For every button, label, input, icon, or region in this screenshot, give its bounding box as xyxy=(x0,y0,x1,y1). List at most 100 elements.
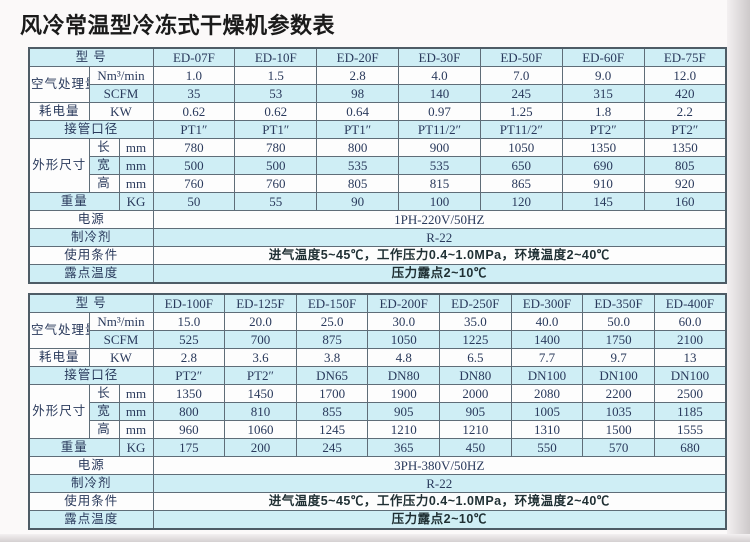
value-nm3-min: 35.0 xyxy=(439,312,512,331)
scan-edge-shadow-bottom xyxy=(0,534,750,542)
model-name: ED-60F xyxy=(561,47,645,67)
row-label-weight: 重量 xyxy=(28,192,120,211)
value-kw: 7.7 xyxy=(510,348,584,367)
model-name: ED-50F xyxy=(479,47,563,67)
table-row: 耗电量 KW 0.62 0.62 0.64 0.97 1.25 1.8 2.2 xyxy=(28,102,727,121)
model-name: ED-20F xyxy=(316,47,400,67)
value-dew-point: 压力露点2~10℃ xyxy=(152,510,727,530)
value-nm3-min: 1.5 xyxy=(234,66,318,85)
row-label-refrigerant: 制冷剂 xyxy=(28,228,154,247)
value-height: 960 xyxy=(152,420,226,439)
model-name: ED-250F xyxy=(439,293,512,313)
value-kw: 6.5 xyxy=(439,348,512,367)
value-refrigerant: R-22 xyxy=(152,228,727,247)
spec-table-panel-2: 型 号 ED-100F ED-125F ED-150F ED-200F ED-250F ED… xyxy=(28,293,727,530)
value-kw: 2.2 xyxy=(643,102,727,121)
value-pipe-diameter: DN80 xyxy=(367,366,440,385)
spec-table-panel-1: 型 号 ED-07F ED-10F ED-20F ED-30F ED-50F ED-60F E… xyxy=(28,47,727,284)
table-row: 型 号 ED-100F ED-125F ED-150F ED-200F ED-250F ED… xyxy=(28,293,727,313)
value-weight: 100 xyxy=(398,192,481,211)
row-label-pipe-diameter: 接管口径 xyxy=(28,120,154,139)
row-label-dew-point: 露点温度 xyxy=(28,510,154,530)
row-label-width: 宽 xyxy=(88,156,120,175)
value-nm3-min: 50.0 xyxy=(582,312,655,331)
table-row: 宽 mm 800 810 855 905 905 1005 1035 1185 xyxy=(29,402,727,421)
value-width: 1005 xyxy=(510,402,584,421)
row-label-model: 型 号 xyxy=(28,293,154,313)
value-kw: 0.97 xyxy=(398,102,481,121)
value-nm3-min: 7.0 xyxy=(479,66,563,85)
value-length: 1900 xyxy=(367,384,440,403)
value-scfm: 1750 xyxy=(582,330,655,349)
table-row: SCFM 35 53 98 140 245 315 420 xyxy=(29,84,727,103)
row-label-conditions: 使用条件 xyxy=(28,246,154,265)
value-kw: 9.7 xyxy=(582,348,655,367)
value-kw: 2.8 xyxy=(152,348,226,367)
value-height: 920 xyxy=(643,174,727,193)
table-row: 耗电量 KW 2.8 3.6 3.8 4.8 6.5 7.7 9.7 13 xyxy=(28,348,727,367)
value-height: 1500 xyxy=(582,420,655,439)
value-width: 535 xyxy=(316,156,400,175)
value-pipe-diameter: PT1″ xyxy=(234,120,318,139)
value-pipe-diameter: DN100 xyxy=(653,366,727,385)
value-pipe-diameter: PT2″ xyxy=(224,366,297,385)
value-length: 1450 xyxy=(224,384,297,403)
value-refrigerant: R-22 xyxy=(152,474,727,493)
value-height: 1245 xyxy=(295,420,369,439)
value-nm3-min: 1.0 xyxy=(152,66,236,85)
value-width: 905 xyxy=(367,402,440,421)
model-name: ED-75F xyxy=(643,47,727,67)
value-width: 855 xyxy=(295,402,369,421)
value-pipe-diameter: DN65 xyxy=(295,366,369,385)
value-kw: 0.62 xyxy=(152,102,236,121)
model-name: ED-100F xyxy=(152,293,226,313)
value-length: 1350 xyxy=(152,384,226,403)
value-nm3-min: 20.0 xyxy=(224,312,297,331)
value-nm3-min: 40.0 xyxy=(510,312,584,331)
value-scfm: 700 xyxy=(224,330,297,349)
table-row: 制冷剂 R-22 xyxy=(28,474,727,493)
value-nm3-min: 12.0 xyxy=(643,66,727,85)
table-row: 外形尺寸长 mm 1350 1450 1700 1900 2000 2080 2200 2500 xyxy=(28,384,727,439)
value-weight: 550 xyxy=(510,438,584,457)
model-name: ED-400F xyxy=(653,293,727,313)
value-weight: 55 xyxy=(234,192,318,211)
table-row: 外形尺寸长 mm 780 780 800 900 1050 1350 1350 xyxy=(28,138,727,193)
value-width: 1185 xyxy=(653,402,727,421)
spec-table-low-capacity: 型 号 ED-07F ED-10F ED-20F ED-30F ED-50F ED-60F E… xyxy=(28,47,727,284)
value-kw: 0.64 xyxy=(316,102,400,121)
scan-edge-shadow-right xyxy=(727,0,750,542)
value-length: 1350 xyxy=(643,138,727,157)
value-scfm: 875 xyxy=(295,330,369,349)
unit-mm: mm xyxy=(118,420,154,439)
value-height: 1210 xyxy=(439,420,512,439)
value-weight: 450 xyxy=(439,438,512,457)
row-label-length: 长 xyxy=(88,138,120,157)
row-label-power-supply: 电源 xyxy=(28,456,154,475)
value-width: 500 xyxy=(234,156,318,175)
table-row: 接管口径 PT2″ PT2″ DN65 DN80 DN80 DN100 DN100 DN100 xyxy=(28,366,727,385)
spec-table-high-capacity: 型 号 ED-100F ED-125F ED-150F ED-200F ED-250F ED… xyxy=(28,293,727,530)
value-kw: 1.25 xyxy=(479,102,563,121)
row-label-pipe-diameter: 接管口径 xyxy=(28,366,154,385)
value-width: 650 xyxy=(479,156,563,175)
value-scfm: 53 xyxy=(234,84,318,103)
value-scfm: 525 xyxy=(152,330,226,349)
value-scfm: 140 xyxy=(398,84,481,103)
row-label-conditions: 使用条件 xyxy=(28,492,154,511)
value-conditions: 进气温度5~45℃，工作压力0.4~1.0MPa，环境温度2~40℃ xyxy=(152,492,727,511)
row-label-air-capacity: 空气处理量 xyxy=(28,66,90,103)
table-row: 露点温度 压力露点2~10℃ xyxy=(28,264,727,284)
value-length: 1350 xyxy=(561,138,645,157)
value-length: 2000 xyxy=(439,384,512,403)
value-weight: 160 xyxy=(643,192,727,211)
value-height: 1060 xyxy=(224,420,297,439)
value-height: 910 xyxy=(561,174,645,193)
value-length: 1700 xyxy=(295,384,369,403)
value-pipe-diameter: DN100 xyxy=(582,366,655,385)
value-weight: 145 xyxy=(561,192,645,211)
value-height: 805 xyxy=(316,174,400,193)
value-length: 780 xyxy=(234,138,318,157)
value-width: 805 xyxy=(643,156,727,175)
